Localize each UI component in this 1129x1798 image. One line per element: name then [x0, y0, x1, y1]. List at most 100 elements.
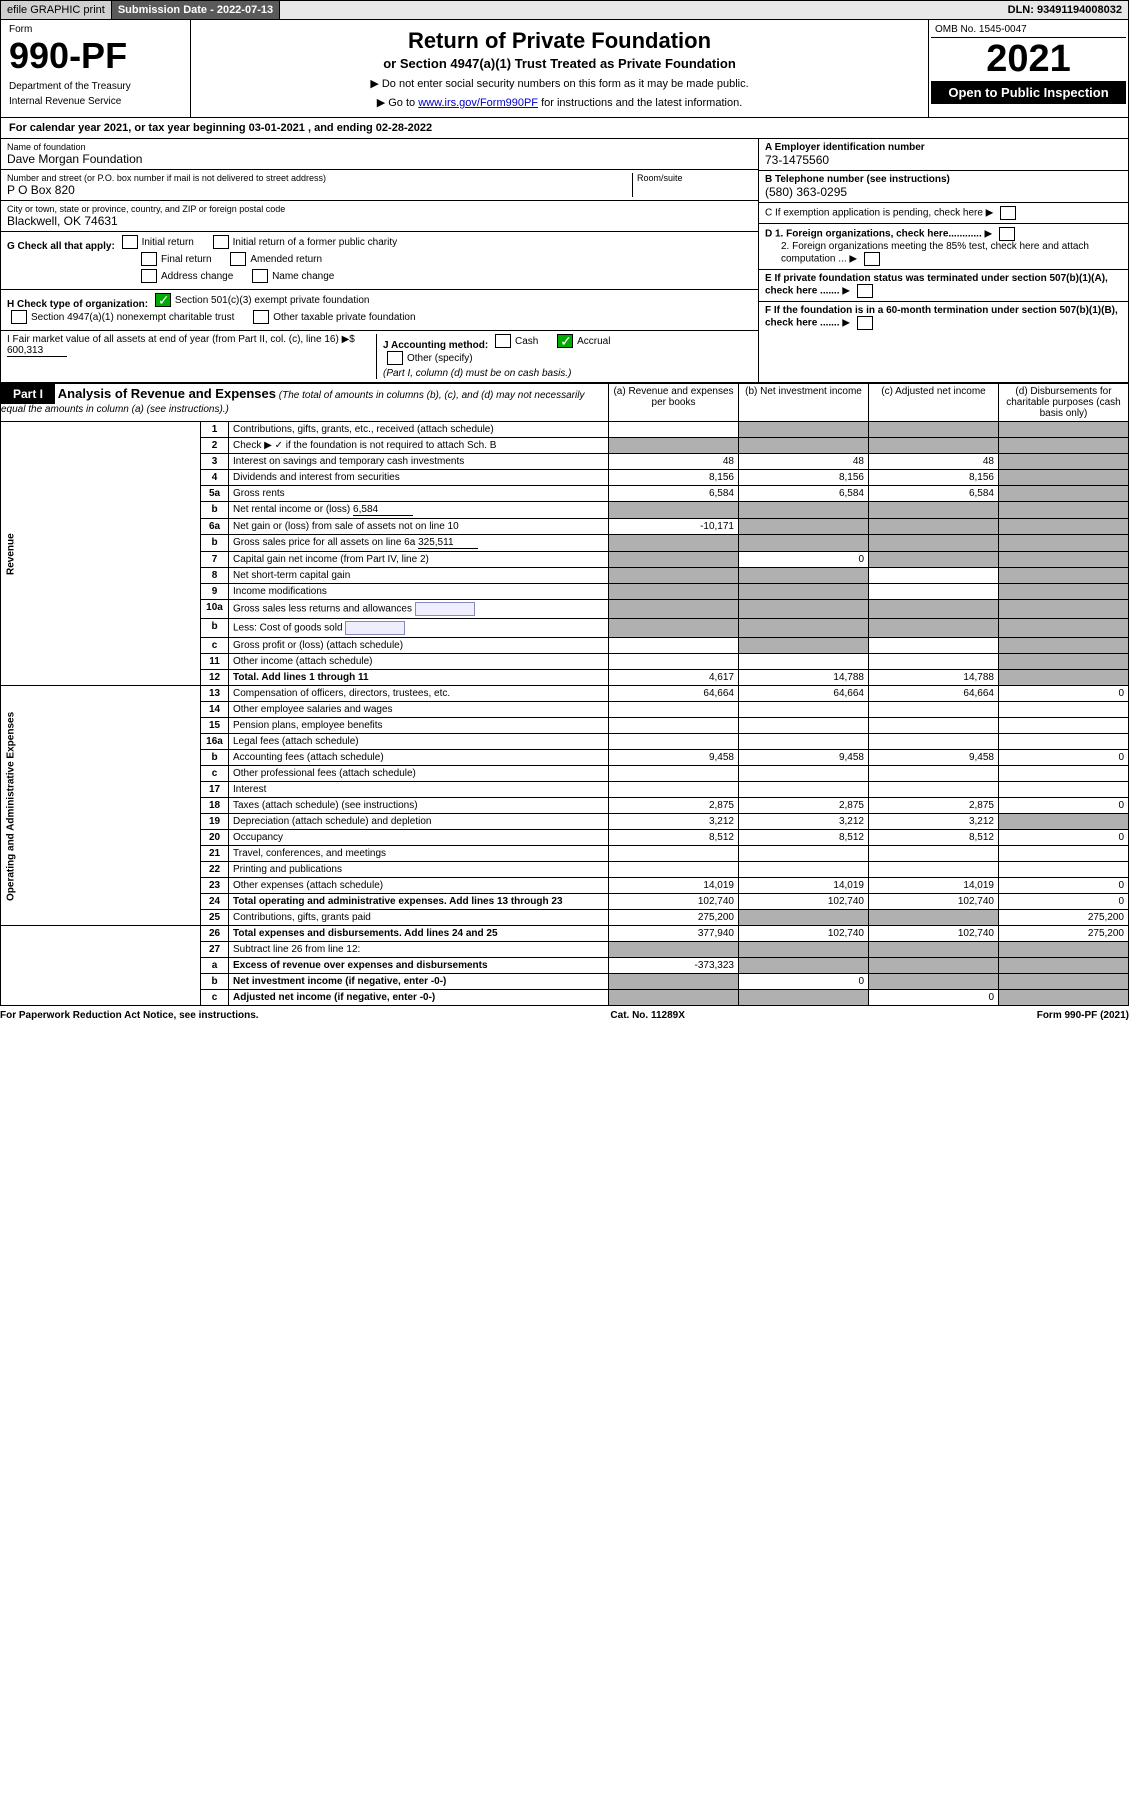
row-3: Interest on savings and temporary cash i… [229, 454, 609, 470]
chk-amended[interactable] [230, 252, 246, 266]
row-12: Total. Add lines 1 through 11 [229, 670, 609, 686]
row-6b: Gross sales price for all assets on line… [229, 535, 609, 552]
note-ssn: ▶ Do not enter social security numbers o… [199, 77, 920, 90]
row-25: Contributions, gifts, grants paid [229, 910, 609, 926]
row-22: Printing and publications [229, 862, 609, 878]
chk-other-method[interactable] [387, 351, 403, 365]
chk-4947[interactable] [11, 310, 27, 324]
dept-treasury: Department of the Treasury [9, 81, 182, 92]
page-footer: For Paperwork Reduction Act Notice, see … [0, 1006, 1129, 1025]
row-5a: Gross rents [229, 486, 609, 502]
col-d-header: (d) Disbursements for charitable purpose… [999, 384, 1129, 422]
input-10b[interactable] [345, 621, 405, 635]
c-label: C If exemption application is pending, c… [765, 208, 983, 219]
footer-mid: Cat. No. 11289X [610, 1010, 684, 1021]
row-9: Income modifications [229, 584, 609, 600]
address-label: Number and street (or P.O. box number if… [7, 173, 632, 183]
tel-value: (580) 363-0295 [765, 185, 1122, 199]
dln-label: DLN: 93491194008032 [1002, 1, 1128, 19]
row-8: Net short-term capital gain [229, 568, 609, 584]
d1-label: D 1. Foreign organizations, check here..… [765, 229, 982, 240]
tax-year: 2021 [931, 38, 1126, 81]
d2-label: 2. Foreign organizations meeting the 85%… [781, 241, 1089, 265]
chk-foreign-85[interactable] [864, 252, 880, 266]
row-16c: Other professional fees (attach schedule… [229, 766, 609, 782]
row-21: Travel, conferences, and meetings [229, 846, 609, 862]
chk-addr-change[interactable] [141, 269, 157, 283]
row-27b: Net investment income (if negative, ente… [229, 974, 609, 990]
row-10a: Gross sales less returns and allowances [229, 600, 609, 619]
calendar-year-line: For calendar year 2021, or tax year begi… [0, 118, 1129, 139]
ein-label: A Employer identification number [765, 142, 1122, 153]
chk-name-change[interactable] [252, 269, 268, 283]
chk-foreign[interactable] [999, 227, 1015, 241]
room-label: Room/suite [637, 173, 752, 183]
col-b-header: (b) Net investment income [739, 384, 869, 422]
row-10b: Less: Cost of goods sold [229, 619, 609, 638]
main-table: Part I Analysis of Revenue and Expenses … [0, 383, 1129, 1006]
input-10a[interactable] [415, 602, 475, 616]
chk-final[interactable] [141, 252, 157, 266]
row-2: Check ▶ ✓ if the foundation is not requi… [229, 438, 609, 454]
row-27c: Adjusted net income (if negative, enter … [229, 990, 609, 1006]
form-header: Form 990-PF Department of the Treasury I… [0, 20, 1129, 118]
row-23: Other expenses (attach schedule) [229, 878, 609, 894]
i-value: 600,313 [7, 345, 67, 357]
revenue-label: Revenue [1, 422, 201, 686]
form-subtitle: or Section 4947(a)(1) Trust Treated as P… [199, 56, 920, 71]
row-4: Dividends and interest from securities [229, 470, 609, 486]
h-label: H Check type of organization: [7, 299, 148, 310]
chk-initial-former[interactable] [213, 235, 229, 249]
row-19: Depreciation (attach schedule) and deple… [229, 814, 609, 830]
city-label: City or town, state or province, country… [7, 204, 752, 214]
row-18: Taxes (attach schedule) (see instruction… [229, 798, 609, 814]
address-value: P O Box 820 [7, 183, 632, 197]
row-16b: Accounting fees (attach schedule) [229, 750, 609, 766]
chk-60month[interactable] [857, 316, 873, 330]
row-14: Other employee salaries and wages [229, 702, 609, 718]
submission-date-label: Submission Date - 2022-07-13 [112, 1, 280, 19]
chk-other-taxable[interactable] [253, 310, 269, 324]
f-label: F If the foundation is in a 60-month ter… [765, 305, 1118, 329]
tel-label: B Telephone number (see instructions) [765, 174, 1122, 185]
row-27a: Excess of revenue over expenses and disb… [229, 958, 609, 974]
row-1: Contributions, gifts, grants, etc., rece… [229, 422, 609, 438]
chk-terminated[interactable] [857, 284, 873, 298]
j-label: J Accounting method: [383, 340, 488, 351]
col-a-header: (a) Revenue and expenses per books [609, 384, 739, 422]
note-link: ▶ Go to www.irs.gov/Form990PF for instru… [199, 96, 920, 109]
footer-left: For Paperwork Reduction Act Notice, see … [0, 1010, 259, 1021]
chk-501c3[interactable] [155, 293, 171, 307]
part1-title: Analysis of Revenue and Expenses [58, 386, 276, 401]
form-label: Form [9, 24, 182, 35]
footer-right: Form 990-PF (2021) [1037, 1010, 1129, 1021]
city-value: Blackwell, OK 74631 [7, 214, 752, 228]
form-number: 990-PF [9, 35, 182, 77]
row-11: Other income (attach schedule) [229, 654, 609, 670]
chk-cash[interactable] [495, 334, 511, 348]
row-10c: Gross profit or (loss) (attach schedule) [229, 638, 609, 654]
form-title: Return of Private Foundation [199, 28, 920, 54]
info-grid: Name of foundation Dave Morgan Foundatio… [0, 139, 1129, 383]
row-6a: Net gain or (loss) from sale of assets n… [229, 519, 609, 535]
expenses-label: Operating and Administrative Expenses [1, 686, 201, 926]
e-label: E If private foundation status was termi… [765, 273, 1108, 297]
ein-value: 73-1475560 [765, 153, 1122, 167]
chk-accrual[interactable] [557, 334, 573, 348]
row-5b: Net rental income or (loss) 6,584 [229, 502, 609, 519]
open-public-label: Open to Public Inspection [931, 81, 1126, 104]
row-27: Subtract line 26 from line 12: [229, 942, 609, 958]
j-note: (Part I, column (d) must be on cash basi… [383, 368, 571, 379]
chk-initial[interactable] [122, 235, 138, 249]
row-15: Pension plans, employee benefits [229, 718, 609, 734]
irs-link[interactable]: www.irs.gov/Form990PF [418, 97, 538, 109]
row-7: Capital gain net income (from Part IV, l… [229, 552, 609, 568]
foundation-name: Dave Morgan Foundation [7, 152, 752, 166]
row-26: Total expenses and disbursements. Add li… [229, 926, 609, 942]
chk-exemption-pending[interactable] [1000, 206, 1016, 220]
row-16a: Legal fees (attach schedule) [229, 734, 609, 750]
g-label: G Check all that apply: [7, 241, 115, 252]
part1-badge: Part I [1, 384, 55, 404]
name-label: Name of foundation [7, 142, 752, 152]
dept-irs: Internal Revenue Service [9, 96, 182, 107]
